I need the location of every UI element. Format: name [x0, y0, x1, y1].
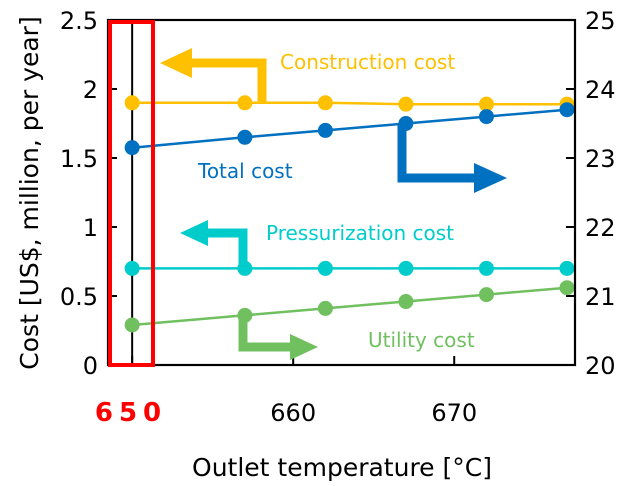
- y-right-tick-label: 20: [585, 352, 616, 380]
- data-point: [237, 95, 253, 111]
- arrow-left-pressurization-head: [180, 220, 208, 246]
- data-point: [124, 260, 140, 276]
- tick-layer: 0 0.5 1 1.5 2 2.5 20 21 22 23 24 25 660 670: [60, 7, 616, 427]
- data-point: [317, 122, 333, 138]
- series-label-utility: Utility cost: [368, 328, 475, 352]
- x-axis-title: Outlet temperature [°C]: [192, 453, 492, 482]
- y-right-tick-label: 24: [585, 76, 616, 104]
- data-point: [124, 95, 140, 111]
- series-layer: [124, 95, 575, 333]
- y-left-tick-label: 2.5: [60, 7, 98, 35]
- x-tick-label: 670: [431, 399, 477, 427]
- highlight-box: [108, 20, 155, 367]
- x-tick-label: 660: [270, 399, 316, 427]
- data-point: [237, 129, 253, 145]
- y-left-tick-label: 0: [83, 352, 98, 380]
- series-line: [132, 101, 567, 106]
- data-point: [398, 260, 414, 276]
- series-label-pressurization: Pressurization cost: [266, 221, 454, 245]
- data-point: [478, 109, 494, 125]
- arrow-left-construction: [188, 58, 267, 104]
- data-point: [317, 260, 333, 276]
- data-point: [478, 260, 494, 276]
- arrow-right-utility-head: [290, 334, 318, 360]
- data-point: [124, 140, 140, 156]
- y-left-tick-label: 1: [83, 214, 98, 242]
- y-left-tick-label: 0.5: [60, 283, 98, 311]
- arrow-right-total-head: [474, 163, 507, 193]
- data-point: [124, 317, 140, 333]
- series-line: [132, 108, 568, 149]
- highlight-tick-label: 650: [95, 398, 167, 428]
- data-point: [559, 260, 575, 276]
- y-axis-title: Cost [US$, million, per year]: [15, 16, 44, 369]
- arrow-right-utility: [238, 318, 292, 352]
- y-left-tick-label: 1.5: [60, 145, 98, 173]
- data-point: [559, 280, 575, 296]
- series-line: [132, 286, 568, 327]
- data-point: [317, 300, 333, 316]
- data-point: [478, 287, 494, 303]
- arrow-right-total: [397, 125, 477, 183]
- series-label-construction: Construction cost: [280, 50, 455, 74]
- data-point: [398, 294, 414, 310]
- data-point: [317, 95, 333, 111]
- y-right-tick-label: 23: [585, 145, 616, 173]
- y-right-tick-label: 22: [585, 214, 616, 242]
- y-left-tick-label: 2: [83, 76, 98, 104]
- data-point: [398, 96, 414, 112]
- series-label-total: Total cost: [197, 159, 293, 183]
- arrow-left-construction-head: [160, 48, 192, 78]
- arrow-left-pressurization: [205, 228, 248, 270]
- y-right-tick-label: 25: [585, 7, 616, 35]
- data-point: [559, 102, 575, 118]
- y-right-tick-label: 21: [585, 283, 616, 311]
- data-point: [478, 96, 494, 112]
